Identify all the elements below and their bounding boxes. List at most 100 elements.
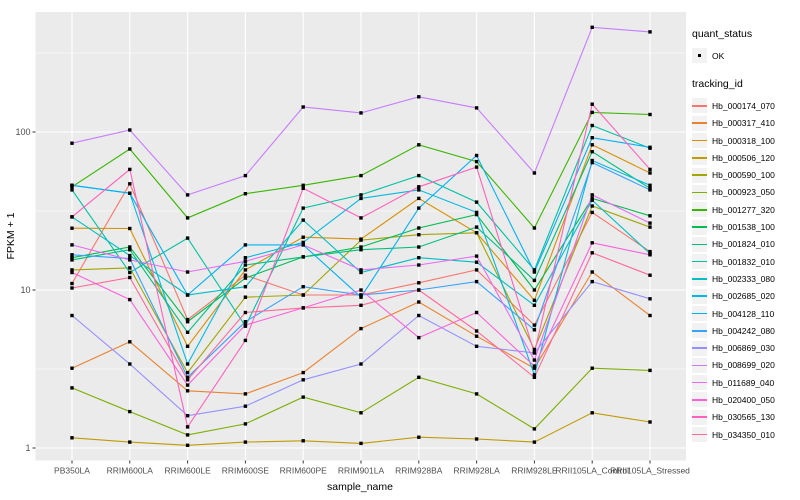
data-point bbox=[474, 200, 479, 204]
data-point bbox=[70, 256, 74, 260]
data-point bbox=[359, 326, 363, 331]
y-tick-label: 10 bbox=[20, 285, 30, 295]
series-color-line-icon bbox=[692, 208, 707, 211]
data-point bbox=[70, 141, 74, 145]
data-point bbox=[474, 165, 479, 169]
data-point bbox=[301, 293, 305, 297]
data-point bbox=[70, 188, 74, 192]
data-point bbox=[648, 313, 652, 318]
legend-label-ok: OK bbox=[712, 50, 725, 61]
data-point bbox=[243, 338, 248, 343]
data-point bbox=[185, 414, 190, 418]
data-point bbox=[474, 268, 479, 272]
data-point bbox=[185, 362, 190, 366]
data-point bbox=[417, 196, 421, 201]
data-point bbox=[243, 243, 248, 247]
data-point bbox=[243, 273, 248, 277]
legend-label: Hb_002333_080 bbox=[712, 273, 775, 284]
data-point bbox=[532, 375, 537, 379]
data-point bbox=[474, 106, 479, 110]
legend-item-ok: OK bbox=[692, 47, 798, 64]
data-point bbox=[185, 370, 190, 375]
data-point bbox=[590, 136, 594, 140]
data-point bbox=[532, 268, 537, 272]
data-point bbox=[359, 293, 363, 297]
data-point bbox=[417, 173, 421, 178]
y-axis-title: FPKM + 1 bbox=[5, 212, 17, 260]
data-point bbox=[243, 192, 248, 196]
series-color-line-icon bbox=[692, 381, 707, 384]
x-tick-label: RRIM928LE bbox=[511, 466, 558, 476]
data-point bbox=[532, 171, 537, 175]
data-point bbox=[648, 214, 652, 218]
data-point bbox=[648, 225, 652, 229]
data-point bbox=[648, 183, 652, 187]
series-color-line-icon bbox=[692, 157, 707, 159]
data-point bbox=[243, 320, 248, 324]
data-point bbox=[474, 231, 479, 235]
data-point bbox=[532, 303, 537, 307]
x-tick-label: RRIM600LE bbox=[164, 466, 211, 476]
data-point bbox=[474, 212, 479, 217]
y-tick-label: 100 bbox=[15, 127, 30, 137]
data-point bbox=[359, 196, 363, 201]
legend-key-swatch bbox=[692, 357, 707, 373]
legend-key-swatch bbox=[692, 98, 707, 114]
data-point bbox=[417, 185, 421, 189]
data-point bbox=[70, 268, 74, 272]
legend-quant-status-title: quant_status bbox=[692, 28, 753, 40]
legend-item-Hb_001277_320: Hb_001277_320 bbox=[692, 201, 798, 218]
data-point bbox=[474, 329, 479, 333]
data-point bbox=[532, 366, 537, 370]
data-point bbox=[243, 440, 248, 444]
data-point bbox=[70, 243, 74, 247]
data-point bbox=[417, 245, 421, 249]
data-point bbox=[128, 167, 132, 172]
data-point bbox=[301, 395, 305, 399]
data-point bbox=[474, 260, 479, 264]
legend-item-Hb_001538_100: Hb_001538_100 bbox=[692, 218, 798, 235]
data-point bbox=[474, 225, 479, 229]
data-point bbox=[532, 298, 537, 302]
legend-key-swatch bbox=[692, 254, 707, 270]
data-point bbox=[590, 110, 594, 115]
data-point bbox=[474, 159, 479, 164]
x-axis-title: sample_name bbox=[327, 481, 393, 493]
data-point bbox=[590, 160, 594, 165]
data-point bbox=[243, 404, 248, 408]
data-point bbox=[417, 256, 421, 260]
data-point bbox=[590, 241, 594, 245]
data-point bbox=[70, 183, 74, 187]
legend-item-Hb_001824_010: Hb_001824_010 bbox=[692, 236, 798, 253]
legend-label: Hb_000590_100 bbox=[712, 170, 775, 181]
data-point bbox=[185, 383, 190, 387]
data-point bbox=[243, 285, 248, 289]
data-point bbox=[648, 273, 652, 277]
series-color-line-icon bbox=[692, 226, 707, 228]
data-point bbox=[243, 323, 248, 327]
data-point bbox=[590, 158, 594, 163]
data-point bbox=[532, 347, 537, 352]
data-point bbox=[185, 433, 190, 437]
legend-label: Hb_006869_030 bbox=[712, 343, 775, 354]
data-point bbox=[301, 439, 305, 443]
x-tick-label: RRIM600PE bbox=[280, 466, 328, 476]
legend-label: Hb_002685_020 bbox=[712, 291, 775, 302]
data-point bbox=[532, 373, 537, 377]
data-point bbox=[185, 389, 190, 393]
data-point bbox=[590, 251, 594, 255]
series-color-line-icon bbox=[692, 278, 707, 280]
data-point bbox=[185, 320, 190, 324]
legend-label: Hb_000174_070 bbox=[712, 100, 775, 111]
data-point bbox=[648, 30, 652, 34]
data-point bbox=[128, 128, 132, 132]
data-point bbox=[474, 254, 479, 258]
legend-key-swatch bbox=[692, 236, 707, 252]
legend-label: Hb_008699_020 bbox=[712, 360, 775, 371]
data-point bbox=[648, 249, 652, 254]
series-color-line-icon bbox=[692, 433, 707, 436]
y-tick-label: 1 bbox=[25, 443, 30, 453]
data-point bbox=[70, 386, 74, 390]
data-point bbox=[359, 268, 363, 272]
